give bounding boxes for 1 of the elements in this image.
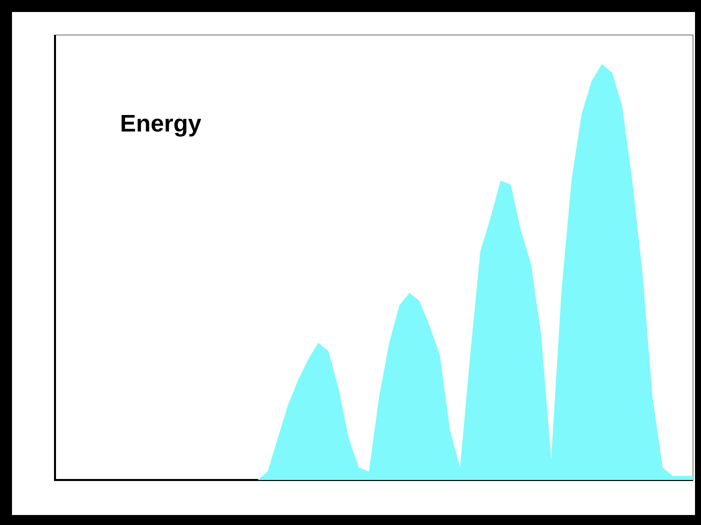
annotation: Energy [120, 110, 202, 138]
